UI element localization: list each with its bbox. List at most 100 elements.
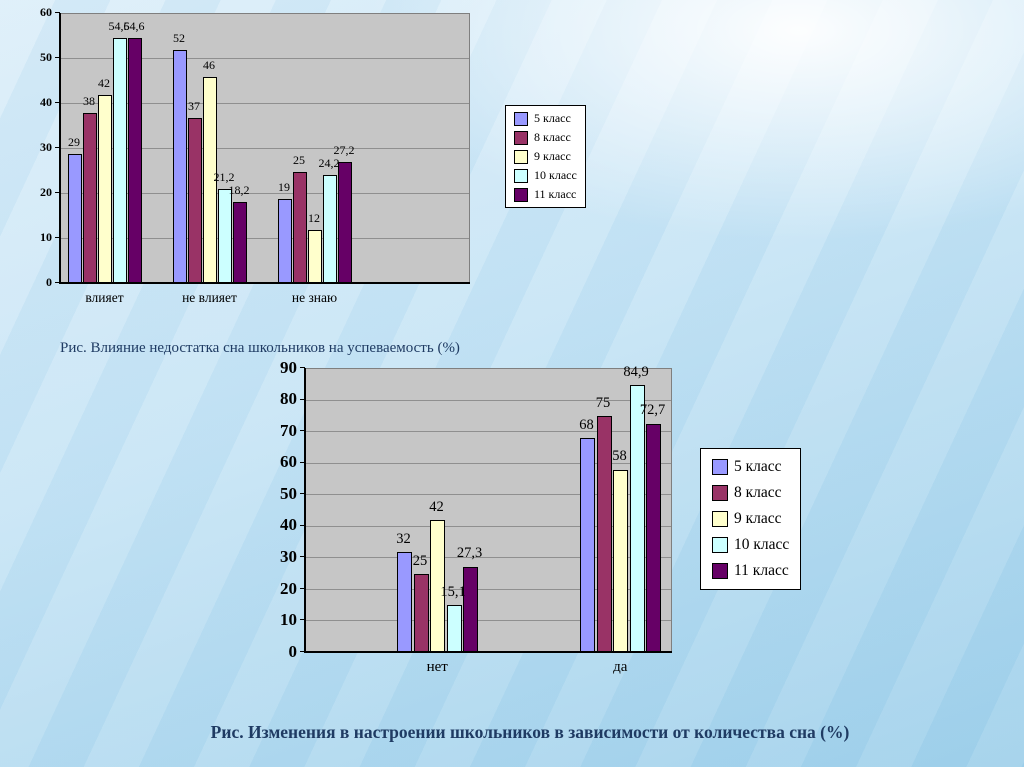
gridline xyxy=(306,620,671,622)
chart1-caption: Рис. Влияние недостатка сна школьников н… xyxy=(60,340,460,356)
legend-label: 11 класс xyxy=(534,187,577,201)
gridline xyxy=(61,238,469,239)
y-axis-tick-label: 70 xyxy=(280,420,297,440)
bar-value-label: 68 xyxy=(579,416,594,433)
bar xyxy=(188,117,202,284)
x-axis-line xyxy=(304,651,672,653)
y-axis-line xyxy=(304,368,306,652)
bar-value-label: 54,6 xyxy=(123,19,145,34)
bar-value-label: 27,2 xyxy=(333,142,355,157)
bar xyxy=(98,95,112,284)
category-label: не влияет xyxy=(182,290,237,305)
y-axis-tick-label: 30 xyxy=(40,140,52,155)
legend-item: 9 класс xyxy=(712,510,789,528)
y-axis-tick-label: 0 xyxy=(46,275,52,290)
y-axis-tick xyxy=(55,147,60,148)
legend-item: 11 класс xyxy=(514,187,577,202)
bar xyxy=(218,188,232,284)
legend-label: 8 класс xyxy=(734,484,782,501)
bar xyxy=(629,385,645,653)
y-axis-tick-label: 40 xyxy=(40,95,52,110)
bar-value-label: 42 xyxy=(98,76,110,90)
bar-value-label: 84,9 xyxy=(623,363,649,380)
gridline xyxy=(61,58,469,59)
bar-value-label: 72,7 xyxy=(639,402,666,419)
gridline xyxy=(306,399,671,401)
gridline xyxy=(61,193,469,194)
bar-value-label: 75 xyxy=(595,394,611,411)
bar-value-label: 46 xyxy=(203,58,215,72)
y-axis-tick-label: 50 xyxy=(40,50,52,65)
bar-value-label: 12 xyxy=(308,211,320,225)
category-label: да xyxy=(613,659,628,675)
bar-value-label: 38 xyxy=(83,94,95,108)
legend-item: 10 класс xyxy=(712,536,789,554)
bar xyxy=(463,566,478,653)
y-axis-tick-label: 10 xyxy=(280,610,297,630)
y-axis-tick-label: 20 xyxy=(280,578,297,598)
y-axis-tick-label: 50 xyxy=(280,483,297,503)
bar xyxy=(233,202,247,284)
legend-swatch xyxy=(712,459,728,475)
y-axis-tick-label: 30 xyxy=(280,546,297,566)
bar-value-label: 32 xyxy=(396,530,411,547)
y-axis-tick xyxy=(300,587,305,589)
legend-label: 5 класс xyxy=(534,111,571,125)
gridline xyxy=(61,148,469,149)
y-axis-tick-label: 80 xyxy=(280,389,297,409)
y-axis-tick-label: 90 xyxy=(280,357,297,377)
legend-swatch xyxy=(514,149,528,164)
y-axis-tick xyxy=(300,461,305,463)
bar-value-label: 19 xyxy=(278,179,290,194)
legend-item: 10 класс xyxy=(514,168,577,183)
gridline xyxy=(306,431,671,433)
legend-label: 8 класс xyxy=(534,130,571,144)
legend-swatch xyxy=(514,187,528,202)
bar xyxy=(446,605,462,653)
bar-value-label: 37 xyxy=(188,98,200,113)
y-axis-tick xyxy=(300,398,305,400)
bar xyxy=(308,230,322,284)
y-axis-tick xyxy=(300,430,305,432)
legend-label: 10 класс xyxy=(534,168,577,182)
legend-item: 5 класс xyxy=(514,111,577,126)
legend-item: 8 класс xyxy=(514,130,577,145)
legend-swatch xyxy=(712,563,728,579)
bar-value-label: 25 xyxy=(293,152,305,167)
bar xyxy=(580,438,595,653)
y-axis-tick xyxy=(55,192,60,193)
bar-value-label: 27,3 xyxy=(456,545,483,562)
legend-swatch xyxy=(514,111,528,126)
y-axis-tick xyxy=(55,237,60,238)
bar xyxy=(68,153,82,284)
legend-item: 11 класс xyxy=(712,562,789,580)
gridline xyxy=(306,462,671,464)
legend-label: 5 класс xyxy=(734,458,782,475)
gridline xyxy=(306,494,671,496)
y-axis-tick xyxy=(300,493,305,495)
gridline xyxy=(61,103,469,104)
legend-label: 10 класс xyxy=(734,536,790,553)
bar-value-label: 24,2 xyxy=(318,156,340,171)
y-axis-tick xyxy=(300,367,305,368)
bar xyxy=(173,50,187,284)
legend: 5 класс 8 класс 9 класс 10 класс 11 класс xyxy=(505,105,586,208)
bar-value-label: 29 xyxy=(68,134,80,149)
y-axis-tick xyxy=(300,556,305,558)
bar-value-label: 21,2 xyxy=(213,169,235,184)
bar xyxy=(613,469,628,653)
legend-item: 9 класс xyxy=(514,149,577,164)
bar-value-label: 52 xyxy=(173,31,185,45)
y-axis-line xyxy=(59,13,61,283)
y-axis-tick xyxy=(55,102,60,103)
bar-value-label: 58 xyxy=(612,448,627,465)
y-axis-tick-label: 40 xyxy=(280,515,297,535)
bar xyxy=(323,175,337,284)
x-axis-line xyxy=(59,282,470,284)
legend: 5 класс 8 класс 9 класс 10 класс 11 класс xyxy=(700,448,802,590)
y-axis-tick xyxy=(300,651,305,652)
legend-item: 8 класс xyxy=(712,484,789,502)
legend-swatch xyxy=(712,537,728,553)
y-axis-tick-label: 60 xyxy=(40,5,52,20)
